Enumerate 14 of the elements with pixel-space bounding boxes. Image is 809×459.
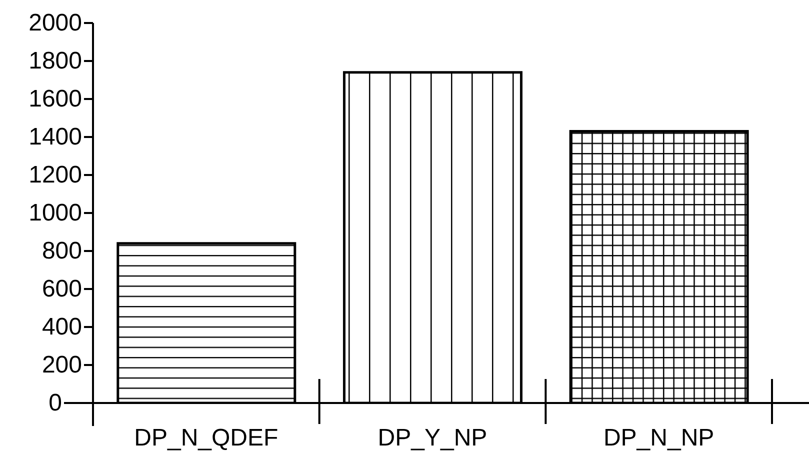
y-tick-label: 1800: [28, 48, 82, 74]
y-tick-label: 1000: [28, 200, 82, 226]
y-tick-label: 2000: [28, 10, 82, 36]
x-tick-label: DP_Y_NP: [378, 424, 488, 452]
y-tick-label: 1200: [28, 162, 82, 188]
y-tick-label: 800: [42, 238, 82, 264]
y-tick-label: 1600: [28, 86, 82, 112]
y-tick-label: 200: [42, 352, 82, 378]
y-tick-label: 400: [42, 314, 82, 340]
y-tick-label: 1400: [28, 124, 82, 150]
y-tick-label: 600: [42, 276, 82, 302]
x-tick-label: DP_N_QDEF: [134, 424, 278, 452]
x-tick-label: DP_N_NP: [603, 424, 714, 452]
y-tick-label: 0: [48, 390, 62, 416]
